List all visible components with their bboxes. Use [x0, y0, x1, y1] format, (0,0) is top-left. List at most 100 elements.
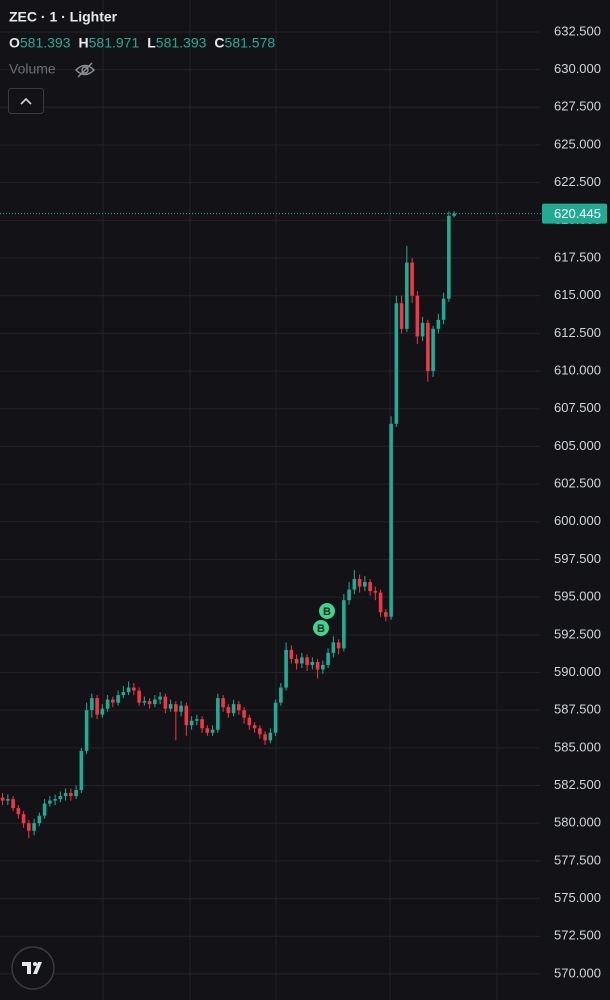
- candle-body: [420, 322, 425, 337]
- candle-body: [90, 698, 94, 711]
- candle-body: [352, 579, 357, 590]
- candle-body: [294, 658, 299, 664]
- y-tick-label: 590.000: [554, 664, 601, 679]
- candle-body: [132, 687, 136, 691]
- candle-body: [195, 719, 199, 721]
- candle-body: [189, 720, 194, 726]
- candle-body: [363, 582, 367, 587]
- candle-body: [373, 591, 378, 593]
- candle-body: [378, 592, 383, 613]
- ohlc-value: 581.578: [225, 35, 276, 51]
- candle-body: [237, 704, 241, 711]
- y-tick-label: 617.500: [554, 249, 601, 264]
- y-tick-label: 632.500: [554, 23, 601, 38]
- candle-body: [205, 728, 210, 733]
- candle-body: [284, 649, 288, 688]
- y-tick-label: 575.000: [554, 890, 601, 905]
- candle-body: [74, 790, 78, 797]
- candle-body: [336, 642, 341, 649]
- ohlc-key: H: [79, 35, 89, 51]
- y-tick-label: 622.500: [554, 174, 601, 189]
- candle-body: [105, 699, 110, 709]
- candle-body: [53, 799, 57, 801]
- candle-body: [394, 303, 399, 424]
- candle-body: [431, 328, 435, 372]
- buy-marker-label: B: [317, 623, 325, 635]
- chart-title: ZEC · 1 · Lighter: [9, 9, 118, 25]
- candle-body: [415, 295, 420, 337]
- candle-body: [441, 298, 446, 320]
- candle-body: [111, 699, 115, 703]
- candle-body: [321, 664, 325, 670]
- y-tick-label: 607.500: [554, 400, 601, 415]
- buy-marker-label: B: [323, 606, 331, 618]
- candle-body: [436, 319, 441, 329]
- y-tick-label: 630.000: [554, 61, 601, 76]
- candle-body: [163, 696, 168, 709]
- candle-body: [79, 750, 84, 791]
- candle-body: [326, 652, 330, 665]
- candle-body: [158, 696, 162, 700]
- candle-body: [121, 692, 126, 696]
- candle-body: [273, 702, 278, 733]
- y-tick-label: 592.500: [554, 626, 601, 641]
- candle-body: [399, 303, 404, 329]
- candle-body: [384, 612, 388, 617]
- tradingview-logo[interactable]: [11, 946, 55, 990]
- candle-body: [200, 719, 204, 729]
- candle-body: [42, 803, 47, 816]
- candle-body: [410, 262, 414, 296]
- candle-body: [137, 690, 141, 703]
- candle-body: [263, 734, 267, 741]
- candle-body: [84, 710, 89, 751]
- candle-body: [63, 793, 68, 797]
- y-tick-label: 625.000: [554, 136, 601, 151]
- candle-body: [247, 717, 252, 726]
- candle-body: [258, 728, 262, 735]
- ohlc-value: 581.393: [156, 35, 207, 51]
- y-tick-label: 600.000: [554, 513, 601, 528]
- candle-body: [32, 823, 36, 831]
- ohlc-key: C: [214, 35, 224, 51]
- y-tick-label: 610.000: [554, 363, 601, 378]
- candle-body: [142, 701, 147, 703]
- candle-body: [305, 657, 309, 665]
- y-tick-label: 602.500: [554, 476, 601, 491]
- ohlc-key: O: [9, 35, 20, 51]
- y-tick-label: 570.000: [554, 965, 601, 980]
- candle-body: [279, 687, 283, 703]
- hide-volume-icon[interactable]: [74, 62, 96, 78]
- candle-body: [216, 698, 220, 730]
- candle-body: [184, 705, 189, 726]
- time-grid: [102, 0, 498, 1000]
- candle-body: [347, 589, 351, 601]
- candle-body: [69, 793, 73, 797]
- candle-body: [48, 800, 52, 804]
- candle-body: [153, 699, 157, 705]
- candle-body: [231, 704, 236, 714]
- y-tick-label: 595.000: [554, 589, 601, 604]
- candle-body: [368, 582, 372, 592]
- candle-body: [426, 322, 430, 372]
- candle-body: [221, 698, 225, 708]
- candle-body: [331, 642, 336, 653]
- candle-body: [6, 799, 10, 801]
- y-tick-label: 605.000: [554, 438, 601, 453]
- candle-body: [226, 707, 231, 714]
- candle-body: [342, 600, 346, 649]
- candle-body: [315, 661, 320, 670]
- buy-marker: [312, 619, 330, 637]
- candle-body: [210, 729, 215, 733]
- candle-body: [242, 710, 246, 718]
- collapse-button[interactable]: [8, 88, 44, 114]
- candle-body: [16, 808, 21, 815]
- volume-label: Volume: [9, 61, 56, 77]
- candle-body: [300, 657, 304, 664]
- buy-marker: [318, 602, 336, 620]
- y-tick-label: 627.500: [554, 99, 601, 114]
- last-price-badge: [542, 203, 607, 224]
- candle-body: [27, 823, 31, 831]
